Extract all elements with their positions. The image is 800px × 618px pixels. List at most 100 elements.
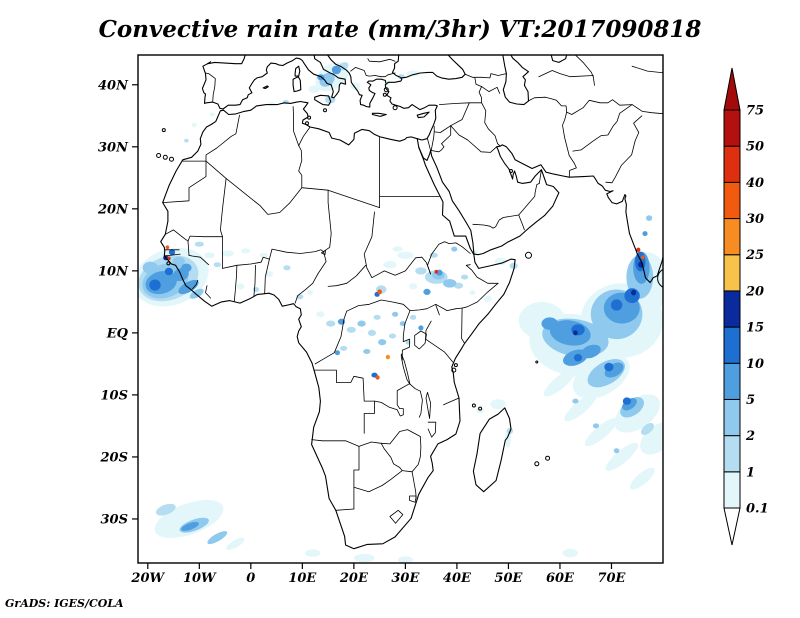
rain-cell (326, 320, 336, 327)
rain-cell (584, 418, 618, 447)
map-line (409, 495, 417, 503)
map-line (461, 282, 499, 309)
island-outline (323, 108, 327, 113)
island-outline (305, 121, 309, 126)
map-line (401, 470, 413, 473)
map-line (575, 55, 595, 86)
map-line (323, 189, 332, 253)
map-line (205, 72, 216, 103)
country-borders (162, 55, 663, 524)
map-line (301, 187, 381, 209)
colorbar-label: 40 (746, 176, 764, 191)
rain-cell (213, 262, 221, 268)
coastlines (160, 55, 663, 550)
rain-cell (629, 467, 655, 490)
colorbar-label: 0.1 (746, 502, 769, 517)
island-outline (392, 105, 398, 111)
map-line (268, 248, 324, 260)
rain-cell (410, 314, 417, 320)
rain-cell (207, 531, 228, 545)
rain-cell (264, 270, 273, 278)
map-line (430, 125, 435, 151)
x-axis-label: 30E (391, 571, 420, 586)
map-line (425, 338, 454, 363)
map-line (461, 307, 466, 344)
map-line (363, 211, 375, 279)
map-line (450, 102, 470, 127)
island-outline (166, 261, 171, 266)
island-outline (534, 461, 540, 467)
map-line (298, 145, 303, 189)
rain-cell (316, 311, 325, 318)
rain-cell (155, 503, 176, 516)
rain-cell (283, 265, 291, 271)
map-line (502, 55, 530, 106)
rain-cell (331, 65, 341, 75)
rain-cell (178, 279, 199, 295)
island-outline (657, 268, 663, 288)
map-line (205, 160, 303, 215)
rain-cell (613, 448, 620, 454)
rain-cell (236, 283, 245, 290)
rain-cell (392, 311, 399, 317)
grads-credit: GrADS: IGES/COLA (5, 597, 124, 610)
map-line (481, 86, 501, 94)
map-line (389, 509, 404, 524)
map-line (400, 353, 411, 385)
map-line (443, 397, 460, 406)
rain-cell (142, 261, 159, 274)
map-line (572, 104, 633, 152)
map-line (314, 94, 332, 106)
map-line (430, 125, 452, 153)
map-line (478, 86, 483, 104)
map-line (292, 76, 302, 93)
map-line (292, 106, 300, 147)
map-line (450, 125, 498, 153)
map-line (253, 264, 256, 297)
plot-title: Convective rain rate (mm/3hr) VT:2017090… (98, 16, 702, 43)
rain-cell (259, 252, 268, 258)
x-axis-label: 0 (246, 571, 255, 586)
map-line (346, 299, 411, 312)
map-line (538, 169, 542, 184)
map-content (138, 55, 663, 563)
map-line (298, 126, 311, 147)
rain-cell (573, 330, 578, 336)
island-outline (525, 251, 532, 259)
map-line (409, 383, 421, 392)
rain-cell (397, 556, 414, 563)
island-outline (535, 360, 539, 364)
rain-cell (469, 290, 476, 296)
rain-cell (406, 70, 420, 77)
rain-cell (388, 333, 397, 339)
map-line (353, 470, 403, 493)
rain-cell (483, 295, 492, 302)
colorbar-segment (723, 109, 741, 147)
island-outline (307, 115, 312, 120)
map-line (207, 55, 246, 65)
map-line (416, 111, 430, 119)
map-line (162, 160, 207, 204)
rain-cell (564, 393, 597, 422)
rain-cell (191, 122, 197, 128)
rain-cell (636, 247, 641, 252)
colorbar-segment (723, 362, 741, 400)
map-line (222, 256, 270, 269)
rain-cell (605, 442, 639, 471)
rain-cell (631, 289, 637, 296)
rain-cell (252, 287, 260, 292)
map-line (631, 65, 663, 74)
rain-cell (189, 288, 204, 299)
map-line (528, 96, 577, 178)
rain-cell (592, 423, 600, 429)
island-outline (156, 153, 162, 158)
rain-cell (509, 262, 518, 269)
map-line (335, 508, 355, 511)
rain-cell (357, 320, 366, 327)
x-axis-label: 40E (443, 571, 472, 586)
map-line (294, 251, 327, 304)
colorbar-segment (723, 290, 741, 328)
rain-cell (241, 248, 251, 254)
map-line (391, 55, 401, 78)
